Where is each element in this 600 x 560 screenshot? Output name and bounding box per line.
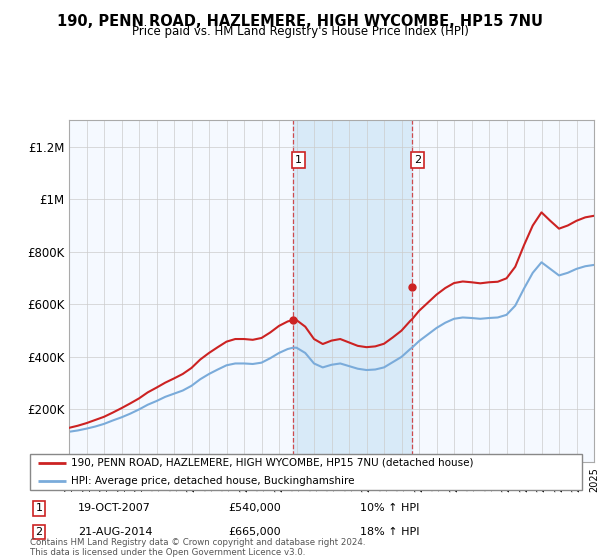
Text: 1: 1	[295, 155, 302, 165]
Text: £665,000: £665,000	[228, 527, 281, 537]
Bar	[293, 120, 412, 462]
Text: 190, PENN ROAD, HAZLEMERE, HIGH WYCOMBE, HP15 7NU (detached house): 190, PENN ROAD, HAZLEMERE, HIGH WYCOMBE,…	[71, 458, 474, 468]
Text: 21-AUG-2014: 21-AUG-2014	[78, 527, 152, 537]
Text: Contains HM Land Registry data © Crown copyright and database right 2024.
This d: Contains HM Land Registry data © Crown c…	[30, 538, 365, 557]
Text: 10% ↑ HPI: 10% ↑ HPI	[360, 503, 419, 514]
Text: 2: 2	[413, 155, 421, 165]
Text: HPI: Average price, detached house, Buckinghamshire: HPI: Average price, detached house, Buck…	[71, 476, 355, 486]
Text: 19-OCT-2007: 19-OCT-2007	[78, 503, 151, 514]
Text: £540,000: £540,000	[228, 503, 281, 514]
Text: Price paid vs. HM Land Registry's House Price Index (HPI): Price paid vs. HM Land Registry's House …	[131, 25, 469, 38]
Text: 1: 1	[35, 503, 43, 514]
Text: 190, PENN ROAD, HAZLEMERE, HIGH WYCOMBE, HP15 7NU: 190, PENN ROAD, HAZLEMERE, HIGH WYCOMBE,…	[57, 14, 543, 29]
Text: 18% ↑ HPI: 18% ↑ HPI	[360, 527, 419, 537]
Text: 2: 2	[35, 527, 43, 537]
